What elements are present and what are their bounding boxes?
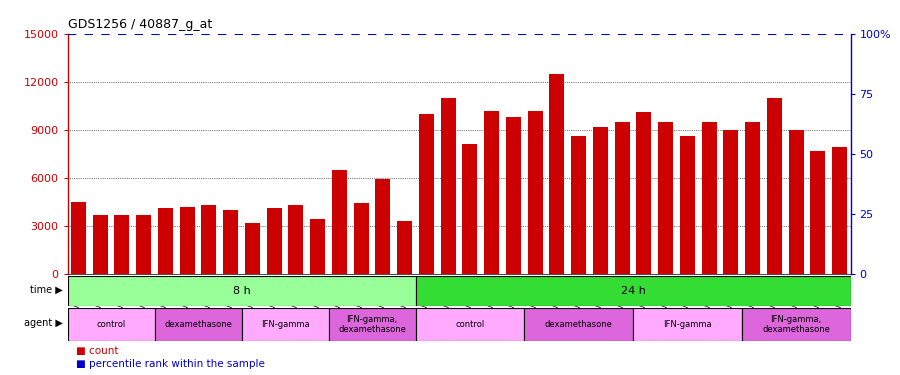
Bar xyxy=(202,205,217,274)
Bar xyxy=(636,112,652,274)
Bar xyxy=(549,74,564,274)
Text: control: control xyxy=(455,320,484,329)
Text: agent ▶: agent ▶ xyxy=(24,318,63,328)
Text: IFN-gamma,
dexamethasone: IFN-gamma, dexamethasone xyxy=(338,315,406,334)
Bar xyxy=(745,122,760,274)
Bar xyxy=(742,308,850,341)
Text: GDS1256 / 40887_g_at: GDS1256 / 40887_g_at xyxy=(68,18,211,31)
Bar xyxy=(223,210,238,274)
Bar xyxy=(506,117,521,274)
Bar xyxy=(633,308,742,341)
Bar xyxy=(71,202,86,274)
Bar xyxy=(179,207,194,274)
Text: IFN-gamma: IFN-gamma xyxy=(663,320,712,329)
Bar xyxy=(114,214,130,274)
Text: 8 h: 8 h xyxy=(232,286,250,296)
Bar xyxy=(440,98,455,274)
Bar xyxy=(288,205,303,274)
Text: 24 h: 24 h xyxy=(621,286,645,296)
Bar xyxy=(463,144,478,274)
Bar xyxy=(527,111,543,274)
Text: IFN-gamma,
dexamethasone: IFN-gamma, dexamethasone xyxy=(762,315,830,334)
Bar xyxy=(832,147,847,274)
Bar xyxy=(245,222,260,274)
Bar xyxy=(266,208,282,274)
Bar xyxy=(593,126,608,274)
Bar xyxy=(658,122,673,274)
Bar xyxy=(571,136,586,274)
Text: ■ percentile rank within the sample: ■ percentile rank within the sample xyxy=(76,359,266,369)
Bar xyxy=(767,98,782,274)
Text: IFN-gamma: IFN-gamma xyxy=(261,320,310,329)
Bar xyxy=(788,130,804,274)
Bar xyxy=(93,214,108,274)
Bar xyxy=(724,130,739,274)
Text: control: control xyxy=(96,320,126,329)
Bar xyxy=(354,203,369,274)
Bar xyxy=(136,214,151,274)
Bar xyxy=(310,219,325,274)
Bar xyxy=(68,308,155,341)
Bar xyxy=(416,308,524,341)
Bar xyxy=(418,114,434,274)
Bar xyxy=(397,221,412,274)
Text: dexamethasone: dexamethasone xyxy=(164,320,232,329)
Text: time ▶: time ▶ xyxy=(31,285,63,295)
Bar xyxy=(241,308,328,341)
Bar xyxy=(680,136,695,274)
Bar xyxy=(701,122,716,274)
Bar xyxy=(416,276,850,306)
Bar xyxy=(524,308,633,341)
Bar xyxy=(332,170,347,274)
Bar xyxy=(375,179,391,274)
Text: dexamethasone: dexamethasone xyxy=(544,320,613,329)
Bar xyxy=(155,308,241,341)
Bar xyxy=(484,111,500,274)
Text: ■ count: ■ count xyxy=(76,346,119,356)
Bar xyxy=(328,308,416,341)
Bar xyxy=(615,122,630,274)
Bar xyxy=(810,150,825,274)
Bar xyxy=(158,208,173,274)
Bar xyxy=(68,276,416,306)
